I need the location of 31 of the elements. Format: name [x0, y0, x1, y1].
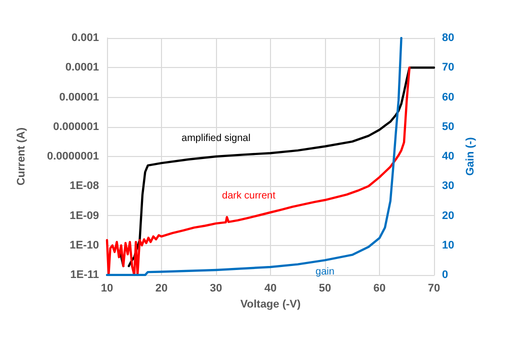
series-label: gain: [316, 266, 334, 278]
y2-axis-title: Gain (-): [464, 136, 477, 176]
y2-tick-label: 30: [442, 180, 454, 192]
x-axis-title: Voltage (-V): [240, 298, 301, 310]
y2-tick-label: 80: [442, 32, 454, 44]
y-tick-label: 0.0001: [65, 62, 99, 74]
y-tick-label: 0.00001: [59, 91, 99, 104]
y-axis-title: Current (A): [16, 127, 28, 186]
y2-tick-label: 0: [442, 269, 448, 281]
y-tick-label: 1E-10: [70, 239, 99, 252]
x-tick-label: 20: [155, 282, 168, 294]
y2-tick-label: 60: [442, 91, 454, 104]
y-tick-label: 1E-09: [70, 210, 99, 222]
x-tick-label: 50: [318, 282, 332, 294]
y2-tick-label: 10: [442, 239, 454, 252]
y2-tick-label: 50: [442, 120, 454, 133]
y-tick-label: 0.001: [71, 32, 99, 44]
series-label: amplified signal: [182, 133, 250, 144]
series-label: dark current: [222, 190, 276, 202]
y-tick-label: 0.000001: [53, 120, 99, 133]
x-tick-label: 40: [264, 282, 277, 294]
y2-tick-label: 20: [442, 210, 454, 222]
x-tick-label: 30: [210, 282, 222, 294]
y2-tick-label: 70: [442, 62, 454, 74]
y-tick-label: 1E-08: [70, 180, 99, 192]
y2-tick-label: 40: [442, 150, 454, 162]
x-tick-label: 10: [100, 282, 114, 294]
y-tick-label: 1E-11: [70, 269, 99, 281]
y-tick-label: 0.0000001: [47, 150, 99, 162]
x-tick-label: 60: [373, 282, 386, 294]
x-tick-label: 70: [428, 282, 440, 294]
